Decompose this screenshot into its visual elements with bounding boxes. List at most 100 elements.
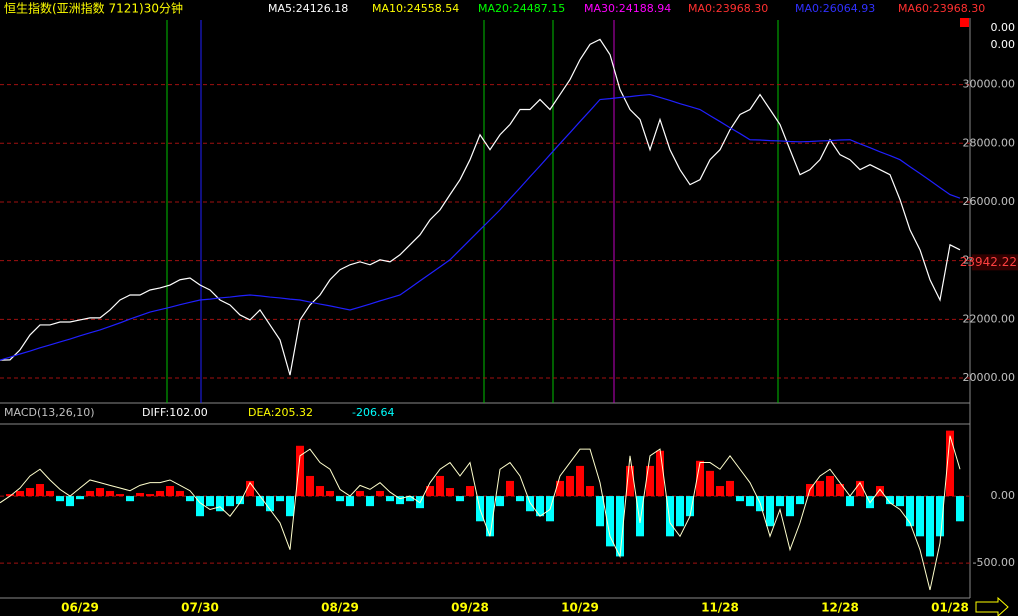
macd-bar	[166, 486, 174, 497]
macd-bar	[646, 465, 654, 497]
macd-bar	[406, 496, 414, 502]
indicator: MA10:24558.54	[372, 2, 459, 15]
macd-bar	[46, 490, 54, 497]
indicator: MA0:26064.93	[795, 2, 875, 15]
macd-bar	[696, 460, 704, 497]
macd-bar	[186, 496, 194, 502]
macd-bar	[536, 496, 544, 517]
macd-bar	[456, 496, 464, 502]
x-tick-label: 09/28	[451, 601, 489, 615]
macd-bar	[716, 486, 724, 497]
macd-bar	[926, 496, 934, 557]
macd-bar	[956, 496, 964, 522]
macd-bar	[916, 496, 924, 537]
macd-bar	[176, 490, 184, 497]
macd-bar	[136, 492, 144, 497]
macd-bar	[26, 488, 34, 497]
macd-bar	[876, 486, 884, 497]
price-line	[0, 93, 961, 361]
top-label: 0.00	[991, 38, 1016, 51]
macd-bar	[96, 488, 104, 497]
macd-bar	[796, 496, 804, 505]
diff-line	[0, 435, 961, 591]
macd-bar	[106, 490, 114, 497]
indicator: MA30:24188.94	[584, 2, 671, 15]
macd-bar	[376, 490, 384, 497]
macd-bar	[486, 496, 494, 537]
macd-bar	[466, 486, 474, 497]
macd-bar	[826, 475, 834, 497]
macd-bar	[736, 496, 744, 502]
macd-bar	[596, 496, 604, 527]
macd-bar	[906, 496, 914, 527]
macd-bar	[666, 496, 674, 537]
macd-bar	[586, 486, 594, 497]
scroll-arrow[interactable]	[975, 596, 1009, 616]
macd-bar	[316, 486, 324, 497]
macd-bar	[266, 496, 274, 512]
macd-bar	[706, 470, 714, 497]
macd-bar	[246, 480, 254, 497]
macd-bar	[766, 496, 774, 527]
panel-title: MACD(13,26,10)	[4, 406, 95, 419]
macd-bar	[396, 496, 404, 505]
macd-bar	[936, 496, 944, 537]
macd-bar	[496, 496, 504, 507]
macd-bar	[726, 480, 734, 497]
macd-bar	[296, 445, 304, 497]
macd-bar	[686, 496, 694, 517]
macd-bar	[146, 494, 154, 497]
y-tick-label: -500.00	[973, 556, 1015, 569]
macd-bar	[356, 490, 364, 497]
macd-bar	[16, 490, 24, 497]
macd-bar	[386, 496, 394, 502]
macd-bar	[76, 496, 84, 500]
macd-bar	[446, 488, 454, 497]
macd-bar	[236, 496, 244, 505]
indicator: MA20:24487.15	[478, 2, 565, 15]
macd-bar	[306, 475, 314, 497]
macd-label: DEA:205.32	[248, 406, 313, 419]
macd-bar	[816, 480, 824, 497]
macd-bar	[836, 484, 844, 497]
macd-bar	[276, 496, 284, 502]
macd-bar	[326, 490, 334, 497]
macd-bar	[776, 496, 784, 507]
indicator: MA60:23968.30	[898, 2, 985, 15]
y-tick-label: 28000.00	[963, 136, 1016, 149]
y-tick-label: 20000.00	[963, 371, 1016, 384]
macd-bar	[6, 494, 14, 497]
status-box	[960, 18, 969, 27]
macd-bar	[656, 450, 664, 497]
y-tick-label: 0.00	[991, 489, 1016, 502]
macd-bar	[66, 496, 74, 507]
macd-bar	[426, 486, 434, 497]
last-price: 23942.22	[960, 255, 1017, 269]
last-price-box	[972, 254, 1018, 271]
x-tick-label: 07/30	[181, 601, 219, 615]
macd-bar	[126, 496, 134, 502]
macd-bar	[566, 475, 574, 497]
y-tick-label: 22000.00	[963, 312, 1016, 325]
price-line	[0, 38, 961, 376]
macd-bar	[746, 496, 754, 507]
macd-bar	[846, 496, 854, 507]
x-tick-label: 01/28	[931, 601, 969, 615]
macd-bar	[896, 496, 904, 507]
macd-bar	[626, 465, 634, 497]
macd-bar	[946, 430, 954, 497]
macd-bar	[516, 496, 524, 502]
macd-bar	[156, 490, 164, 497]
macd-bar	[336, 496, 344, 502]
macd-bar	[256, 496, 264, 507]
macd-bar	[786, 496, 794, 517]
macd-bar	[286, 496, 294, 517]
title: 恒生指数(亚洲指数 7121)30分钟	[4, 1, 183, 16]
macd-bar	[226, 496, 234, 507]
y-tick-label: 30000.00	[963, 78, 1016, 91]
macd-bar	[436, 475, 444, 497]
macd-label: -206.64	[352, 406, 394, 419]
macd-bar	[606, 496, 614, 547]
